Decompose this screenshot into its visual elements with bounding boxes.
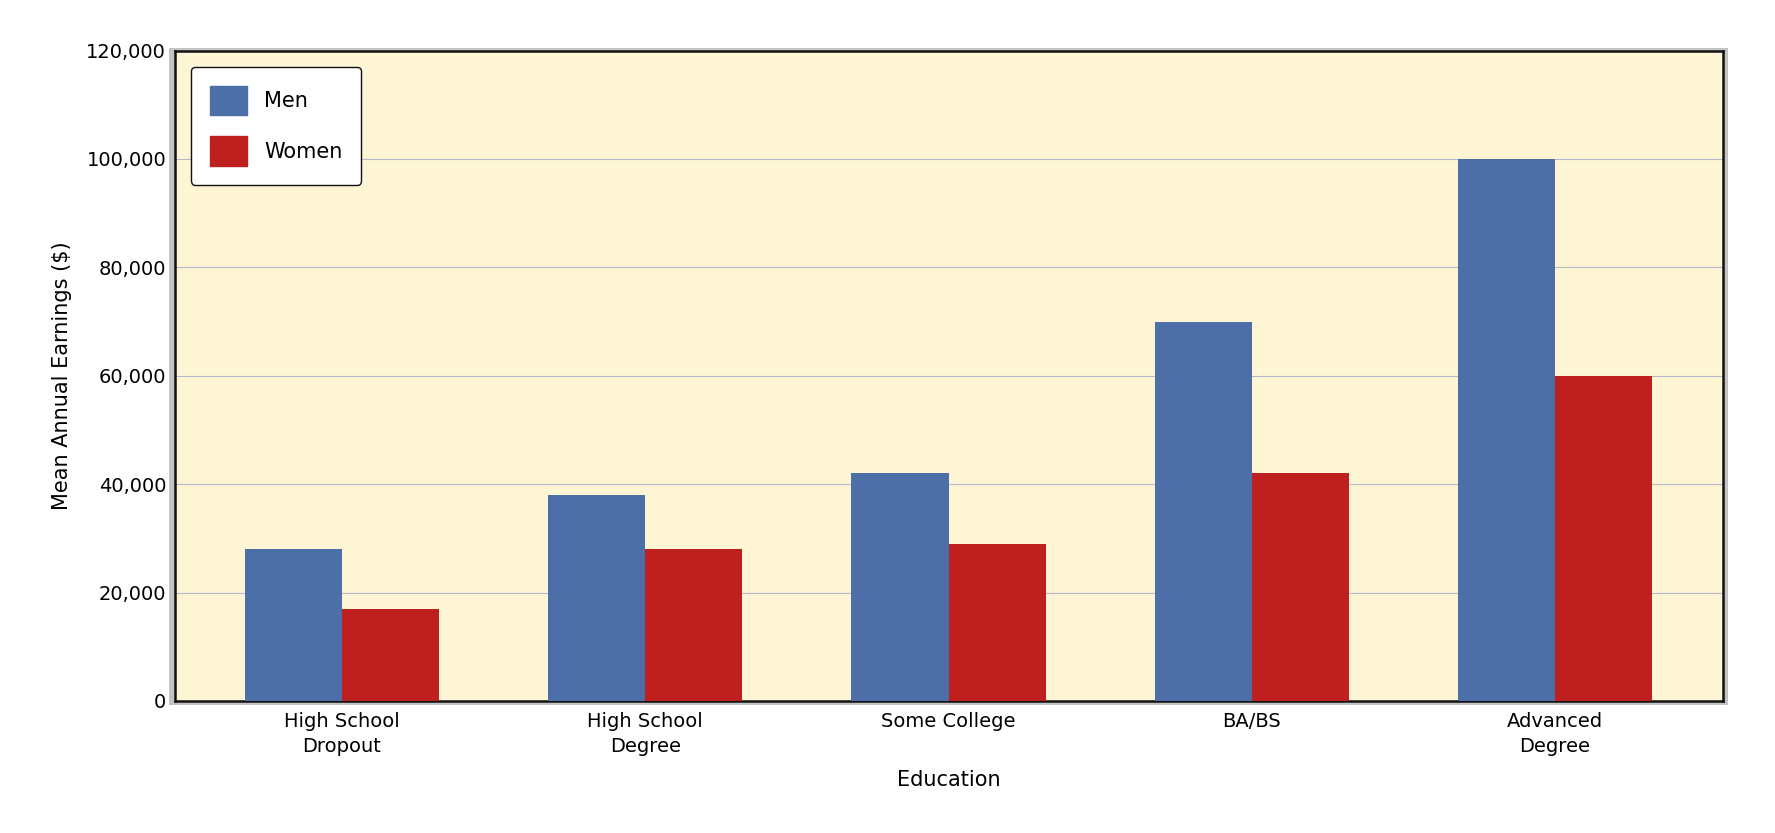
Legend: Men, Women: Men, Women xyxy=(192,67,362,185)
Bar xyxy=(1555,376,1653,701)
Bar xyxy=(245,549,343,701)
Bar xyxy=(343,609,438,701)
Bar xyxy=(646,549,742,701)
Y-axis label: Mean Annual Earnings ($): Mean Annual Earnings ($) xyxy=(53,242,73,510)
Bar xyxy=(1457,159,1555,701)
X-axis label: Education: Education xyxy=(896,770,1001,790)
Bar xyxy=(852,473,948,701)
Bar xyxy=(548,495,646,701)
Bar xyxy=(1251,473,1349,701)
Bar xyxy=(948,544,1045,701)
Bar xyxy=(1156,322,1251,701)
